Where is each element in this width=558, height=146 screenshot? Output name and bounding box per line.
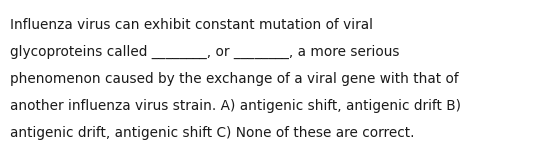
Text: another influenza virus strain. A) antigenic shift, antigenic drift B): another influenza virus strain. A) antig…	[10, 99, 461, 113]
Text: antigenic drift, antigenic shift C) None of these are correct.: antigenic drift, antigenic shift C) None…	[10, 126, 415, 140]
Text: Influenza virus can exhibit constant mutation of viral: Influenza virus can exhibit constant mut…	[10, 18, 373, 32]
Text: glycoproteins called ________, or ________, a more serious: glycoproteins called ________, or ______…	[10, 45, 400, 59]
Text: phenomenon caused by the exchange of a viral gene with that of: phenomenon caused by the exchange of a v…	[10, 72, 459, 86]
